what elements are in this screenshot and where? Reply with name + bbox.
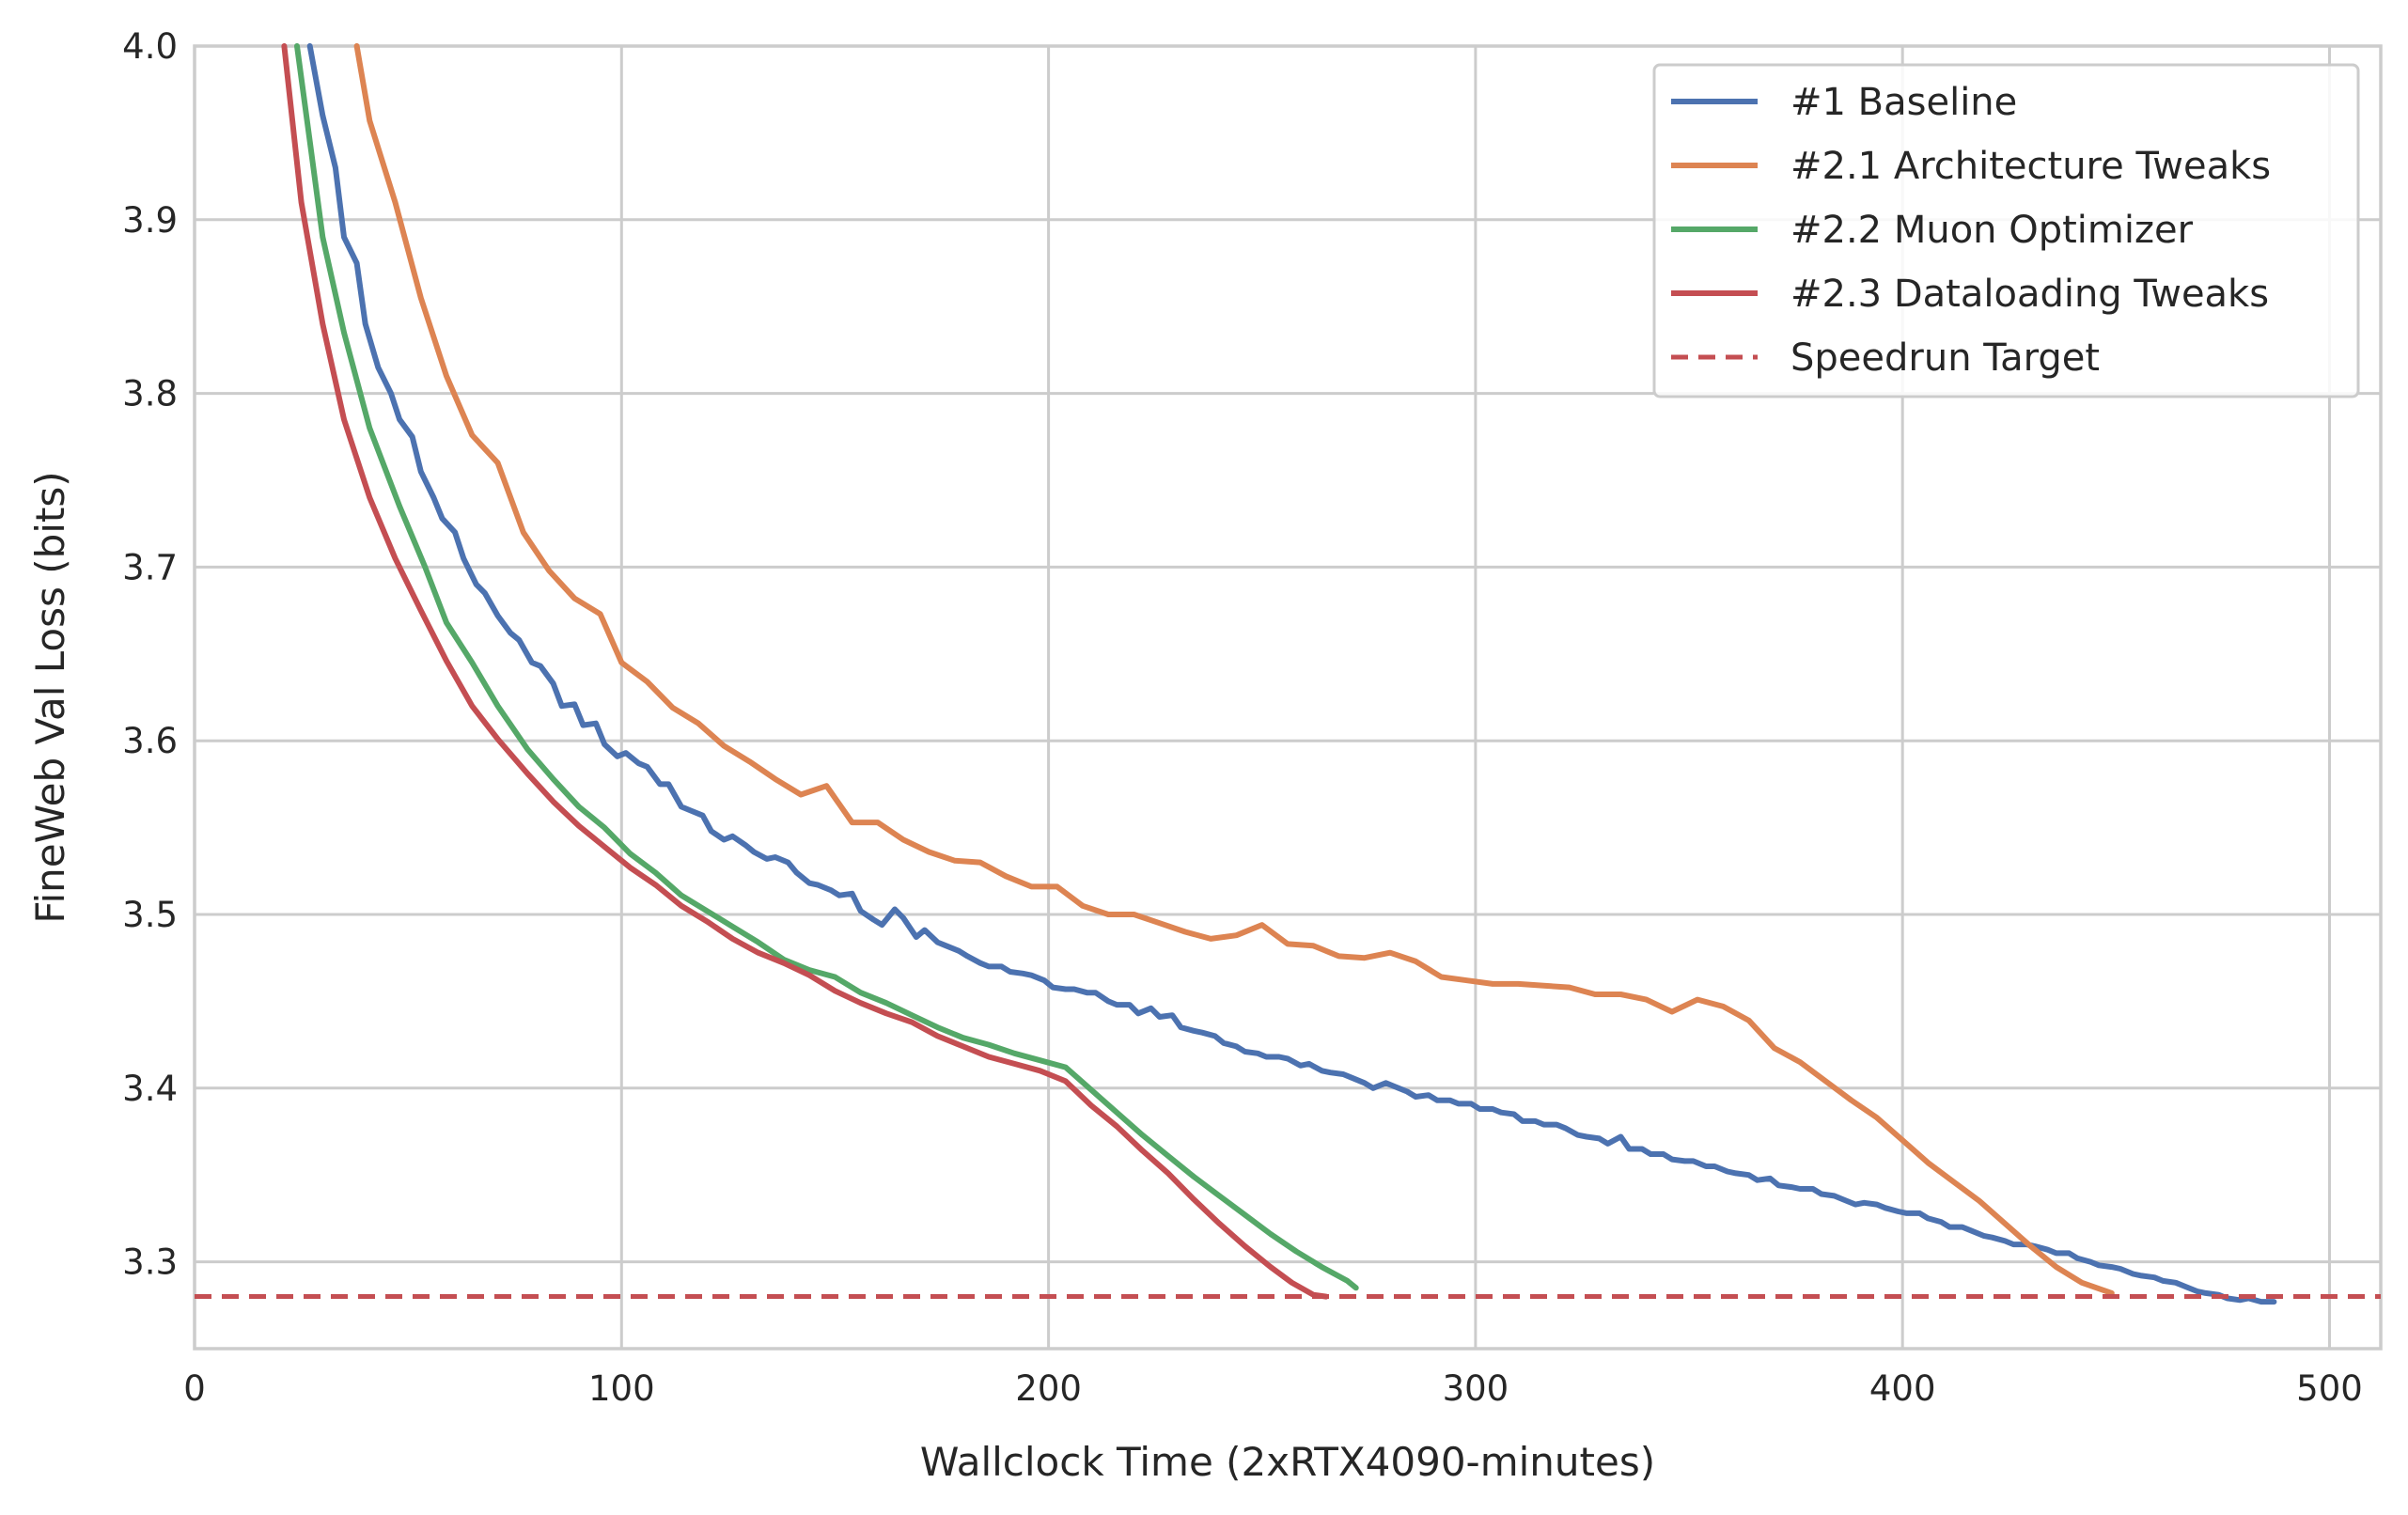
legend-label: Speedrun Target [1790, 336, 2100, 380]
x-tick-label: 100 [588, 1368, 655, 1409]
legend: #1 Baseline #2.1 Architecture Tweaks #2.2 … [1652, 63, 2360, 398]
y-axis-label: FineWeb Val Loss (bits) [27, 471, 73, 923]
y-tick-label: 3.8 [122, 374, 178, 414]
legend-label: #2.1 Architecture Tweaks [1790, 145, 2271, 188]
x-tick-label: 0 [183, 1368, 206, 1409]
legend-label: #1 Baseline [1790, 81, 2017, 124]
series-line-3 [294, 43, 1359, 1291]
x-tick-labels: 0 100 200 300 400 500 [183, 1368, 2363, 1409]
legend-box [1652, 63, 2360, 398]
y-tick-label: 3.9 [122, 200, 178, 241]
x-tick-label: 200 [1015, 1368, 1082, 1409]
x-tick-label: 400 [1869, 1368, 1936, 1409]
x-tick-label: 500 [2296, 1368, 2363, 1409]
series-line-2 [353, 43, 2115, 1296]
legend-label: #2.2 Muon Optimizer [1790, 209, 2194, 252]
plot-frame [193, 44, 2383, 1351]
series-lines [195, 43, 2381, 1305]
y-tick-label: 3.6 [122, 721, 178, 761]
y-tick-labels: 3.3 3.4 3.5 3.6 3.7 3.8 3.9 4.0 [122, 26, 178, 1283]
y-tick-label: 3.3 [122, 1242, 178, 1283]
series-line-4 [281, 43, 1329, 1300]
y-tick-label: 3.4 [122, 1069, 178, 1109]
series-line-1 [306, 43, 2277, 1305]
y-tick-label: 3.5 [122, 895, 178, 935]
x-tick-label: 300 [1443, 1368, 1509, 1409]
y-tick-label: 4.0 [122, 26, 178, 67]
y-tick-label: 3.7 [122, 547, 178, 587]
x-axis-label: Wallclock Time (2xRTX4090-minutes) [920, 1439, 1655, 1485]
legend-label: #2.3 Dataloading Tweaks [1790, 273, 2269, 316]
